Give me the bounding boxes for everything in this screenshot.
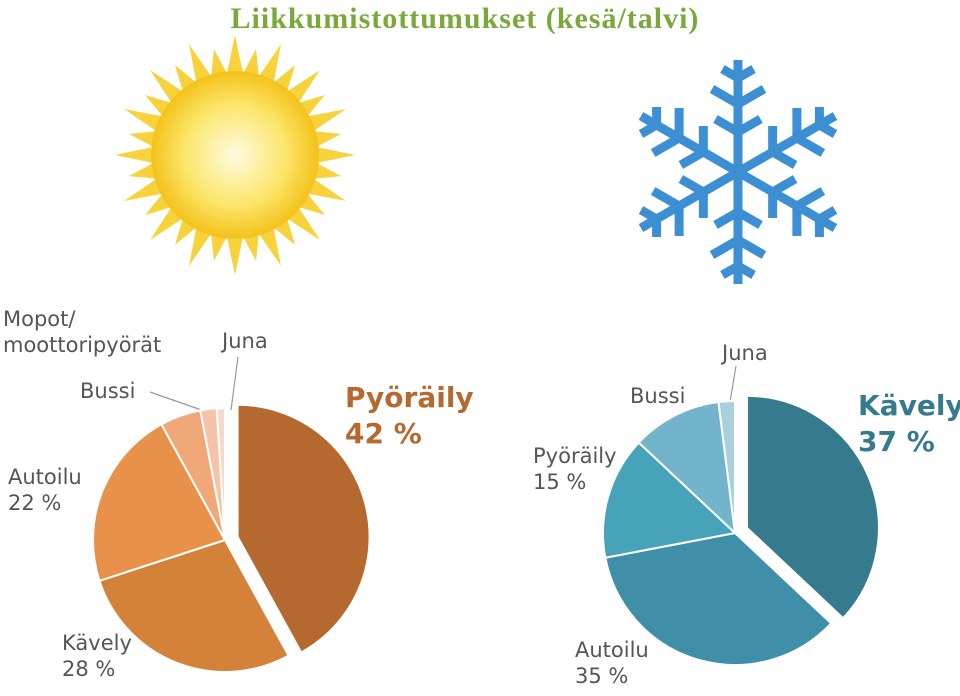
flake-branch — [720, 262, 741, 279]
slice-label: Juna — [222, 328, 268, 354]
flake-branch — [638, 206, 659, 223]
flake-branch — [817, 121, 838, 138]
slice-label: Kävely 37 % — [858, 388, 960, 460]
flake-branch — [735, 85, 767, 108]
pie-slice — [98, 538, 290, 673]
sun-ray — [287, 207, 320, 240]
sun-ray — [124, 109, 163, 132]
flake-branch — [735, 115, 763, 136]
flake-branch — [794, 187, 826, 210]
sun-ray — [316, 146, 355, 164]
flake-arm — [638, 168, 741, 232]
sun-ray — [150, 70, 183, 103]
flake-branch — [713, 115, 741, 136]
slice-label: Pyöräily 15 % — [533, 443, 617, 495]
sun-ray — [258, 44, 281, 83]
slide-title: Liikkumistottumukset (kesä/talvi) — [230, 2, 700, 35]
category-label: Kävely — [858, 389, 960, 422]
sun-ray — [124, 178, 163, 201]
slice-label: Juna — [722, 340, 768, 366]
flake-branch — [735, 236, 767, 259]
slice-label: Mopot/ moottoripyörät — [3, 306, 173, 358]
category-label: Pyöräily — [345, 381, 474, 414]
sun-icon — [115, 35, 355, 275]
slice-label: Autoilu 22 % — [8, 464, 82, 516]
flake-branch — [794, 134, 826, 157]
pie-slice — [604, 531, 833, 666]
flake-arm — [735, 168, 838, 232]
sun-ray — [307, 178, 346, 201]
value-label: 35 % — [575, 664, 629, 688]
flake-branch — [713, 208, 741, 229]
sun-ray — [226, 35, 244, 74]
category-label: Juna — [722, 341, 768, 365]
flake-branch — [720, 65, 741, 82]
category-label: Autoilu — [575, 638, 649, 662]
slice-label: Bussi — [630, 383, 685, 409]
pie-slice — [745, 394, 880, 620]
sun-ray — [150, 207, 183, 240]
pie-slice — [717, 399, 736, 534]
pie-slice — [637, 400, 737, 536]
flake-branch — [678, 175, 706, 196]
value-label: 42 % — [345, 417, 422, 450]
pie-slice — [602, 441, 738, 559]
value-label: 15 % — [533, 470, 587, 494]
flake-branch — [678, 148, 706, 169]
flake-arm — [638, 112, 741, 176]
flake-branch — [770, 175, 798, 196]
sun-ray — [115, 146, 154, 164]
pie-slice — [236, 403, 371, 654]
slice-label: Kävely 28 % — [62, 630, 132, 682]
sun-ray — [243, 233, 259, 261]
sun-disc — [151, 71, 319, 239]
flake-branch — [735, 65, 756, 82]
sun-ray — [129, 163, 157, 179]
sun-ray — [189, 227, 212, 266]
pie-slice — [215, 406, 226, 541]
category-label: Juna — [222, 329, 268, 353]
value-label: 22 % — [8, 491, 62, 515]
flake-branch — [650, 187, 682, 210]
category-label: Kävely — [62, 631, 132, 655]
sun-ray — [189, 44, 212, 83]
sun-ray — [313, 163, 341, 179]
category-label: Mopot/ moottoripyörät — [3, 307, 162, 357]
flake-branch — [709, 236, 741, 259]
sun-ray — [243, 49, 259, 77]
category-label: Pyöräily — [533, 444, 617, 468]
sun-ray — [258, 227, 281, 266]
slice-label: Pyöräily 42 % — [345, 380, 474, 452]
flake-arm — [735, 112, 838, 176]
sun-ray — [313, 131, 341, 147]
flake-branch — [638, 121, 659, 138]
flake-branch — [770, 148, 798, 169]
value-label: 37 % — [858, 425, 935, 458]
flake-branch — [709, 85, 741, 108]
sun-ray — [211, 49, 227, 77]
sun-ray — [226, 236, 244, 275]
category-label: Bussi — [630, 384, 686, 408]
flake-branch — [735, 208, 763, 229]
flake-branch — [735, 262, 756, 279]
sun-ray — [129, 131, 157, 147]
flake-branch — [817, 206, 838, 223]
value-label: 28 % — [62, 657, 116, 681]
sun-ray — [307, 109, 346, 132]
snowflake-icon — [638, 60, 838, 284]
sun-ray — [287, 70, 320, 103]
slice-label: Bussi — [80, 378, 135, 404]
category-label: Autoilu — [8, 465, 82, 489]
pie-slice — [92, 422, 227, 583]
category-label: Bussi — [80, 379, 136, 403]
slice-label: Autoilu 35 % — [575, 637, 649, 689]
flake-branch — [650, 134, 682, 157]
sun-ray — [211, 233, 227, 261]
